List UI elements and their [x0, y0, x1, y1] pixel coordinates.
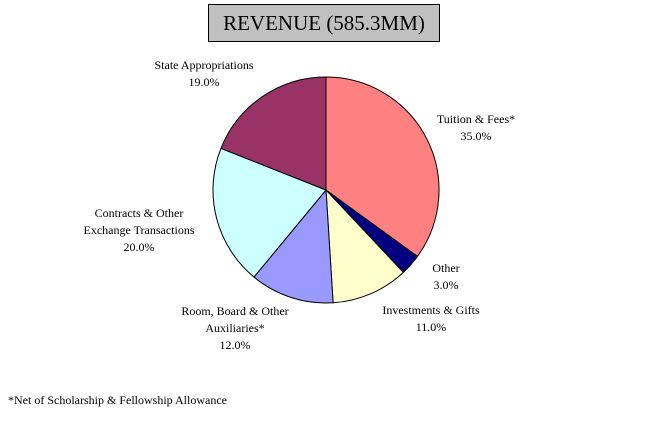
slice-name: State Appropriations: [155, 58, 254, 72]
slice-percent: 20.0%: [124, 240, 155, 254]
slice-name: Tuition & Fees*: [437, 112, 515, 126]
chart-title-text: REVENUE (585.3MM): [223, 10, 425, 35]
slice-name: Exchange Transactions: [84, 223, 195, 237]
slice-percent: 19.0%: [189, 75, 220, 89]
slice-name: Other: [432, 261, 459, 275]
slice-label: State Appropriations 19.0%: [155, 58, 254, 89]
pie-slice: [212, 147, 327, 278]
slice-percent: 12.0%: [220, 338, 251, 352]
slice-percent: 11.0%: [416, 320, 447, 334]
slice-label: Room, Board & Other Auxiliaries* 12.0%: [181, 304, 288, 352]
slice-name: Contracts & Other: [95, 206, 184, 220]
chart-title: REVENUE (585.3MM): [208, 4, 440, 42]
slice-label: Other 3.0%: [432, 261, 459, 292]
slice-name: Auxiliaries*: [205, 321, 264, 335]
pie-slice: [325, 188, 405, 304]
pie-slice: [253, 188, 334, 304]
pie-slice: [325, 76, 440, 258]
slice-name: Investments & Gifts: [382, 303, 480, 317]
footnote: *Net of Scholarship & Fellowship Allowan…: [8, 393, 227, 407]
slice-percent: 35.0%: [461, 129, 492, 143]
slice-label: Contracts & Other Exchange Transactions 20…: [84, 206, 195, 254]
slice-name: Room, Board & Other: [181, 304, 288, 318]
slice-label: Investments & Gifts 11.0%: [382, 303, 480, 334]
slice-percent: 3.0%: [434, 278, 459, 292]
pie-slice: [220, 76, 327, 191]
slice-label: Tuition & Fees* 35.0%: [437, 112, 515, 143]
